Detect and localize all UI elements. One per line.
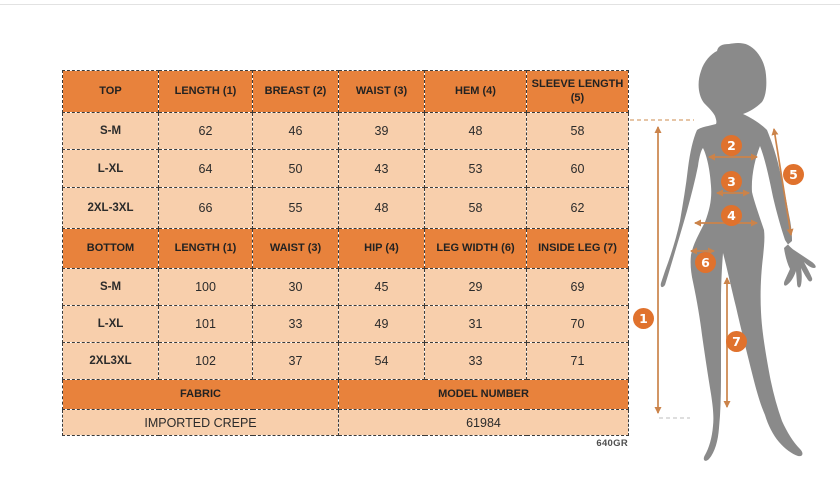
column-header-top: TOP — [62, 70, 159, 113]
woman-silhouette — [660, 43, 816, 461]
table-row: L-XL 101 33 49 31 70 — [62, 305, 629, 343]
column-header-leg-width: LEG WIDTH (6) — [424, 228, 527, 269]
measurement-cell: 33 — [252, 305, 339, 343]
size-chart-table: TOP LENGTH (1) BREAST (2) WAIST (3) HEM … — [62, 70, 629, 436]
measurement-cell: 48 — [424, 112, 527, 150]
top-divider — [0, 4, 840, 5]
measurement-cell: 39 — [338, 112, 425, 150]
table-row: 2XL3XL 102 37 54 33 71 — [62, 342, 629, 380]
measurement-cell: 45 — [338, 268, 425, 306]
measurement-cell: 64 — [158, 149, 253, 188]
column-header-length: LENGTH (1) — [158, 70, 253, 113]
measurement-cell: 70 — [526, 305, 629, 343]
measurement-badge-7: 7 — [726, 331, 747, 352]
measurement-cell: 33 — [424, 342, 527, 380]
column-header-hip: HIP (4) — [338, 228, 425, 269]
measurement-cell: 102 — [158, 342, 253, 380]
measurement-cell: 100 — [158, 268, 253, 306]
column-header-hem: HEM (4) — [424, 70, 527, 113]
table-row: S-M 100 30 45 29 69 — [62, 268, 629, 306]
size-label: S-M — [62, 112, 159, 150]
size-label: S-M — [62, 268, 159, 306]
model-number-header: MODEL NUMBER — [338, 379, 629, 410]
measurement-cell: 54 — [338, 342, 425, 380]
size-label: 2XL-3XL — [62, 187, 159, 229]
table-row-info: IMPORTED CREPE 61984 — [62, 409, 629, 436]
measurement-cell: 58 — [424, 187, 527, 229]
column-header-waist: WAIST (3) — [252, 228, 339, 269]
measurement-cell: 37 — [252, 342, 339, 380]
measurement-cell: 101 — [158, 305, 253, 343]
model-number-value: 61984 — [338, 409, 629, 436]
measurement-cell: 49 — [338, 305, 425, 343]
column-header-inside-leg: INSIDE LEG (7) — [526, 228, 629, 269]
table-row: 2XL-3XL 66 55 48 58 62 — [62, 187, 629, 229]
table-row-top-header: TOP LENGTH (1) BREAST (2) WAIST (3) HEM … — [62, 70, 629, 113]
column-header-length: LENGTH (1) — [158, 228, 253, 269]
measurement-cell: 62 — [526, 187, 629, 229]
measurement-cell: 29 — [424, 268, 527, 306]
column-header-sleeve-length: SLEEVE LENGTH (5) — [526, 70, 629, 113]
footer-code: 640GR — [596, 438, 628, 449]
measurement-badge-6: 6 — [695, 252, 716, 273]
measurement-badge-5: 5 — [783, 164, 804, 185]
size-label: L-XL — [62, 149, 159, 188]
measurement-cell: 46 — [252, 112, 339, 150]
column-header-waist: WAIST (3) — [338, 70, 425, 113]
table-row-bottom-header: BOTTOM LENGTH (1) WAIST (3) HIP (4) LEG … — [62, 228, 629, 269]
measurement-cell: 58 — [526, 112, 629, 150]
table-row: S-M 62 46 39 48 58 — [62, 112, 629, 150]
measurement-cell: 53 — [424, 149, 527, 188]
column-header-bottom: BOTTOM — [62, 228, 159, 269]
measurement-badge-1: 1 — [633, 308, 654, 329]
measurement-cell: 62 — [158, 112, 253, 150]
table-row: L-XL 64 50 43 53 60 — [62, 149, 629, 188]
size-label: L-XL — [62, 305, 159, 343]
measurement-badge-2: 2 — [721, 135, 742, 156]
measurement-cell: 69 — [526, 268, 629, 306]
fabric-value: IMPORTED CREPE — [62, 409, 339, 436]
measurement-cell: 30 — [252, 268, 339, 306]
measurement-arrow-5 — [771, 128, 794, 236]
measurement-cell: 71 — [526, 342, 629, 380]
measurement-cell: 66 — [158, 187, 253, 229]
fabric-header: FABRIC — [62, 379, 339, 410]
table-row-info-header: FABRIC MODEL NUMBER — [62, 379, 629, 410]
measurement-cell: 48 — [338, 187, 425, 229]
measurement-badge-3: 3 — [721, 171, 742, 192]
measurement-badge-4: 4 — [721, 205, 742, 226]
measurement-cell: 60 — [526, 149, 629, 188]
